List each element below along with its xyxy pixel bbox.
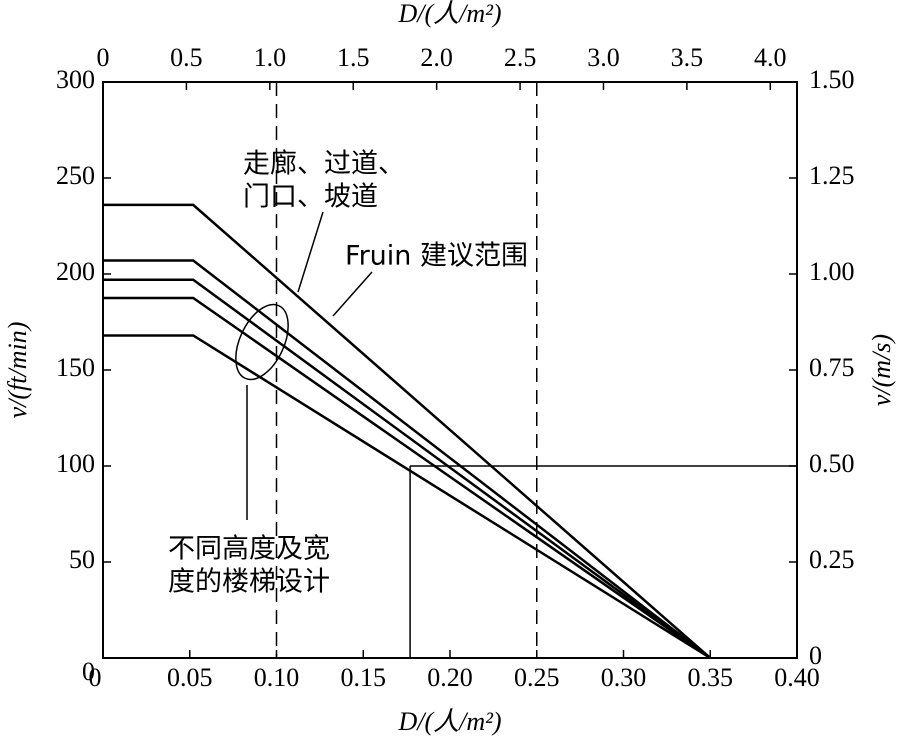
x2-tick-label: 2.0: [420, 43, 453, 72]
y2-tick-label: 1.00: [809, 257, 855, 286]
y2-tick-label: 0.75: [809, 353, 855, 382]
x2-tick-label: 3.0: [587, 43, 620, 72]
series-line: [103, 203, 712, 659]
y2-tick-label: 1.50: [809, 65, 855, 94]
y2-tick-label: 0.25: [809, 545, 855, 574]
x2-tick-label: 1.0: [254, 43, 287, 72]
x2-tick-label: 2.5: [504, 43, 537, 72]
annotation: 度的楼梯设计: [168, 567, 330, 598]
y-tick-label: 200: [56, 257, 95, 286]
annotation: 走廊、过道、: [243, 149, 405, 180]
y-tick-label: 150: [56, 353, 95, 382]
y2-axis-title: v/(m/s): [867, 334, 896, 406]
x-tick-label: 0.35: [688, 663, 734, 692]
leader-line: [332, 271, 373, 317]
y-tick-label: 250: [56, 161, 95, 190]
x2-tick-label: 1.5: [337, 43, 370, 72]
x-tick-label: 0.15: [341, 663, 387, 692]
top-axis-title: D/(人/m²): [397, 0, 501, 28]
y-tick-label: 0: [82, 657, 95, 686]
y-axis-title: v/(ft/min): [3, 322, 32, 419]
x-tick-label: 0.10: [254, 663, 300, 692]
y2-tick-label: 0: [809, 641, 822, 670]
series-line: [103, 278, 711, 660]
x2-tick-label: 0: [97, 43, 110, 72]
x-tick-label: 0.40: [774, 663, 820, 692]
x-axis-title: D/(人/m²): [397, 707, 501, 736]
leader-line: [297, 211, 324, 293]
series-line: [103, 259, 712, 659]
annotation: 不同高度及宽: [168, 534, 330, 565]
annotation: Fruin 建议范围: [345, 241, 528, 272]
x-tick-label: 0: [89, 663, 102, 692]
x-tick-label: 0.30: [601, 663, 647, 692]
y2-tick-label: 1.25: [809, 161, 855, 190]
annotation: 门口、坡道: [243, 182, 378, 213]
series-line: [103, 296, 711, 660]
x-tick-label: 0.20: [427, 663, 473, 692]
x-tick-label: 0.25: [514, 663, 560, 692]
x2-tick-label: 4.0: [754, 43, 787, 72]
x-tick-label: 0.05: [167, 663, 213, 692]
y-tick-label: 300: [56, 65, 95, 94]
x2-tick-label: 0.5: [170, 43, 203, 72]
series-line: [103, 334, 711, 660]
y-tick-label: 50: [69, 545, 95, 574]
x2-tick-label: 3.5: [671, 43, 704, 72]
y-tick-label: 100: [56, 449, 95, 478]
y2-tick-label: 0.50: [809, 449, 855, 478]
